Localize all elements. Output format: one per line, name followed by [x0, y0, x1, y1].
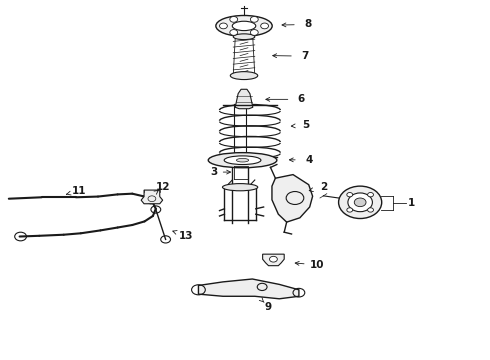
- Circle shape: [347, 208, 353, 212]
- Text: 7: 7: [301, 51, 309, 61]
- Polygon shape: [272, 175, 313, 222]
- Ellipse shape: [233, 34, 255, 40]
- Circle shape: [220, 23, 227, 29]
- Text: 9: 9: [265, 302, 272, 312]
- Text: 1: 1: [408, 198, 415, 208]
- Ellipse shape: [208, 153, 277, 168]
- Text: 8: 8: [304, 19, 311, 30]
- Ellipse shape: [232, 21, 256, 31]
- Circle shape: [270, 256, 277, 262]
- Text: 3: 3: [210, 167, 217, 177]
- Circle shape: [347, 193, 353, 197]
- Text: 2: 2: [320, 182, 327, 192]
- Polygon shape: [198, 279, 299, 299]
- Ellipse shape: [348, 193, 372, 212]
- Ellipse shape: [222, 184, 258, 191]
- Polygon shape: [141, 190, 163, 204]
- Text: 4: 4: [305, 155, 313, 165]
- Text: 6: 6: [298, 94, 305, 104]
- Ellipse shape: [230, 72, 258, 80]
- Text: 12: 12: [155, 182, 170, 192]
- Circle shape: [261, 23, 269, 29]
- Circle shape: [368, 193, 373, 197]
- Circle shape: [368, 208, 373, 212]
- Circle shape: [230, 17, 238, 22]
- Circle shape: [250, 17, 258, 22]
- Ellipse shape: [339, 186, 382, 219]
- Polygon shape: [235, 89, 253, 109]
- Text: 11: 11: [72, 186, 87, 196]
- Text: 5: 5: [303, 120, 310, 130]
- Circle shape: [354, 198, 366, 207]
- Text: 13: 13: [179, 231, 194, 241]
- Ellipse shape: [237, 158, 249, 162]
- Ellipse shape: [216, 15, 272, 36]
- Ellipse shape: [224, 156, 261, 165]
- Circle shape: [230, 30, 238, 35]
- Circle shape: [250, 30, 258, 35]
- Text: 10: 10: [310, 260, 325, 270]
- Polygon shape: [263, 254, 284, 266]
